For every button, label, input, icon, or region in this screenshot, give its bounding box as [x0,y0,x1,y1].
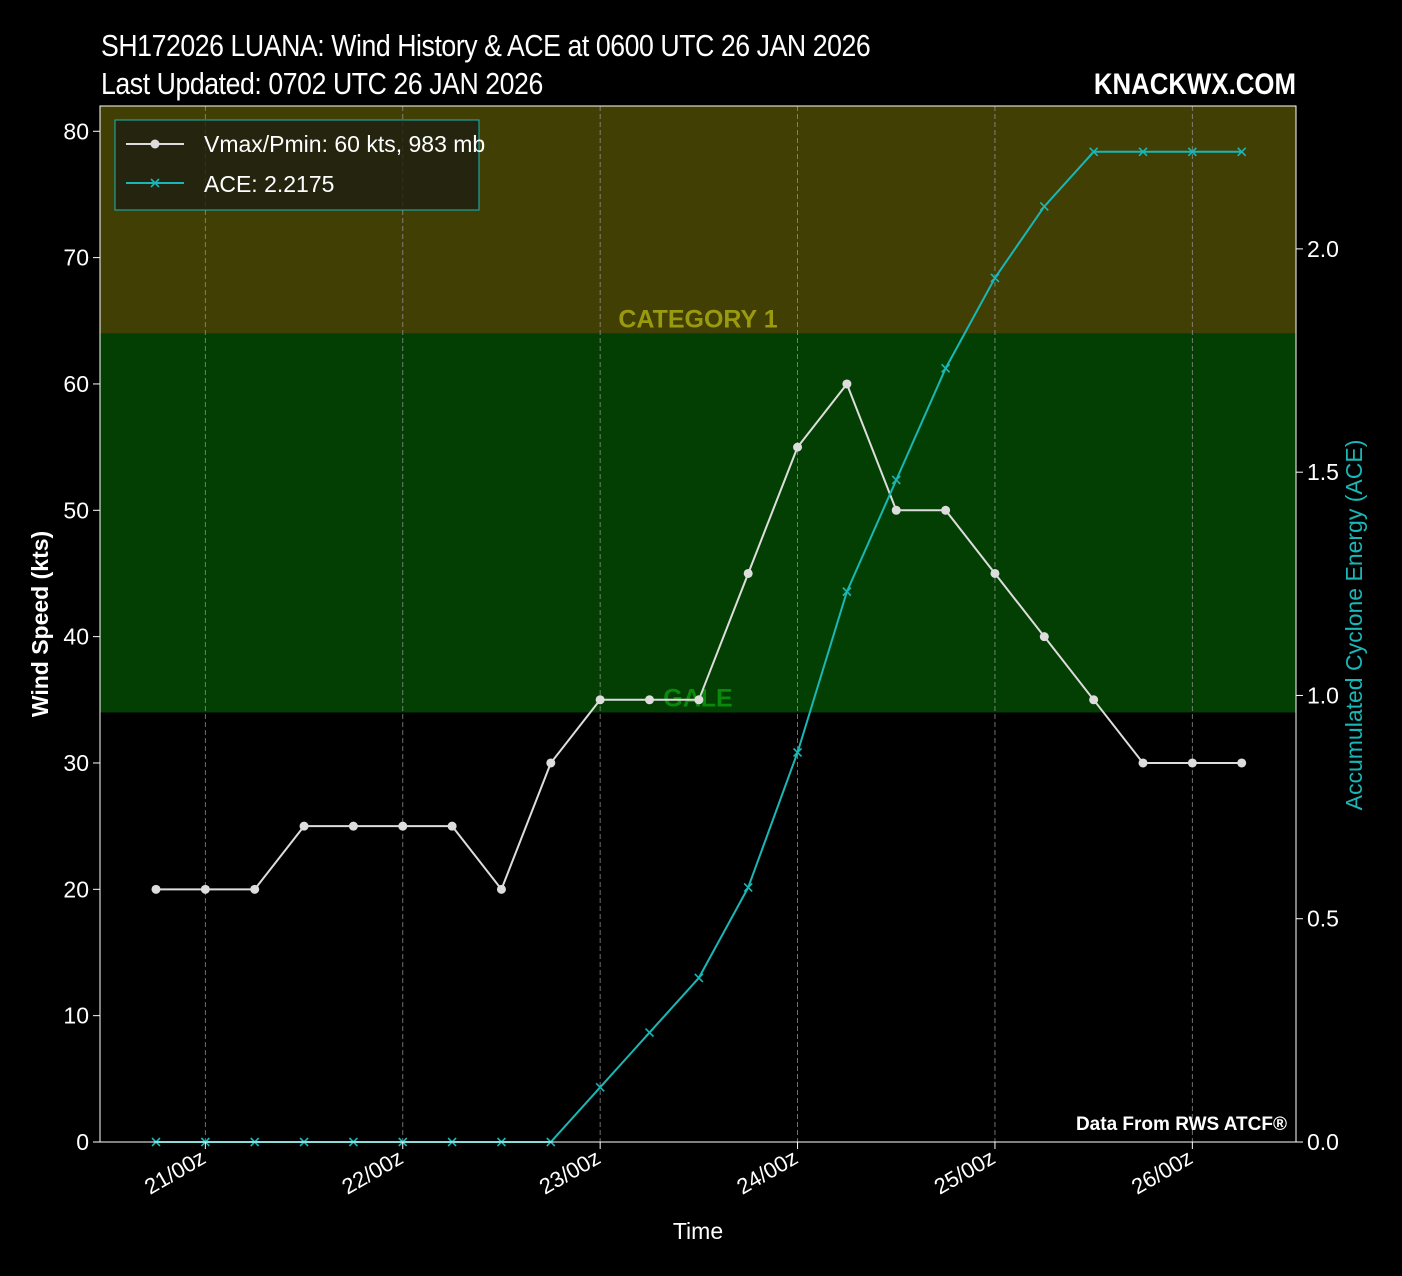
x-tick-label: 22/00z [338,1145,408,1200]
ace-point [694,973,704,983]
chart-title: SH172026 LUANA: Wind History & ACE at 06… [101,28,871,63]
legend-ace-x [150,178,160,188]
ace-point [792,747,803,757]
vmax-series [151,379,1247,894]
ace-point [941,363,951,373]
intensity-bands: GALECATEGORY 1 [100,106,1296,1142]
vmax-point [299,821,309,831]
ace-point [1237,147,1247,157]
y-tick-label: 0 [76,1129,89,1155]
y2-tick-label: 0.5 [1307,906,1339,932]
band-label-category-1: CATEGORY 1 [618,305,777,333]
vmax-point [546,758,556,768]
vmax-point [891,505,901,515]
vmax-point [990,568,1000,578]
source-note: Data From RWS ATCF® [1076,1114,1287,1135]
vmax-point [842,379,852,389]
ace-point [1187,147,1197,157]
ace-point [990,273,1000,283]
ace-point [1138,147,1148,157]
x-tick-label: 23/00z [535,1145,605,1200]
vmax-point [151,884,161,894]
vmax-point [398,821,408,831]
ace-point [891,475,901,485]
y-axis-label: Wind Speed (kts) [27,531,53,717]
x-tick-label: 25/00z [930,1145,1000,1200]
ace-point [1039,201,1049,212]
legend-ace-label: ACE: 2.2175 [204,171,334,197]
ace-point [595,1082,605,1092]
y2-tick-label: 0.0 [1307,1129,1339,1155]
vmax-point [496,884,506,894]
vmax-point [250,884,260,894]
ace-point [644,1028,655,1038]
brand-label: KNACKWX.COM [1093,68,1296,101]
right-axis-ticks: 0.0 0.5 1.0 1.5 2.0 [1296,236,1339,1155]
y2-tick-label: 2.0 [1307,236,1339,262]
legend-ace-marker [150,178,160,188]
vmax-point [743,568,753,578]
vmax-point [447,821,457,831]
left-axis-ticks: 0 10 20 30 40 50 60 70 80 [63,118,100,1155]
x-tick-label: 26/00z [1127,1145,1197,1200]
band-gale [100,333,1296,713]
y-tick-label: 80 [63,118,89,144]
y2-tick-label: 1.5 [1307,459,1339,485]
y-tick-label: 30 [63,750,89,776]
legend-box [114,119,480,211]
y2-axis-label: Accumulated Cyclone Energy (ACE) [1341,440,1367,811]
y-tick-label: 60 [63,371,89,397]
y-tick-label: 20 [63,876,89,902]
legend-vmax-marker [150,139,160,149]
legend: Vmax/Pmin: 60 kts, 983 mb ACE: 2.2175 [114,119,485,211]
vmax-point [694,695,704,705]
y-tick-label: 40 [63,624,89,650]
vmax-point [348,821,358,831]
y-tick-label: 10 [63,1003,89,1029]
vmax-point [1089,695,1099,705]
y2-tick-label: 1.0 [1307,682,1339,708]
vmax-point [595,695,605,705]
vmax-point [793,442,803,452]
x-tick-label: 24/00z [732,1145,802,1200]
y-tick-label: 50 [63,497,89,523]
plot-frame [99,105,1297,1143]
vmax-point [1187,758,1197,768]
y-tick-label: 70 [63,245,89,271]
vmax-point [645,695,654,705]
x-axis-label: Time [673,1218,723,1244]
vmax-point [200,884,210,894]
vmax-point [1039,632,1049,642]
x-axis-ticks: 21/00z 22/00z 23/00z 24/00z 25/00z 26/00z [140,1142,1197,1199]
vmax-point [1138,758,1148,768]
vmax-point [941,505,951,515]
ace-point [842,587,852,597]
legend-vmax-label: Vmax/Pmin: 60 kts, 983 mb [204,131,485,157]
ace-point [1089,147,1099,157]
x-tick-label: 21/00z [140,1145,210,1200]
chart-subtitle: Last Updated: 0702 UTC 26 JAN 2026 [101,66,543,101]
ace-point [743,882,753,893]
vmax-point [1237,758,1247,768]
